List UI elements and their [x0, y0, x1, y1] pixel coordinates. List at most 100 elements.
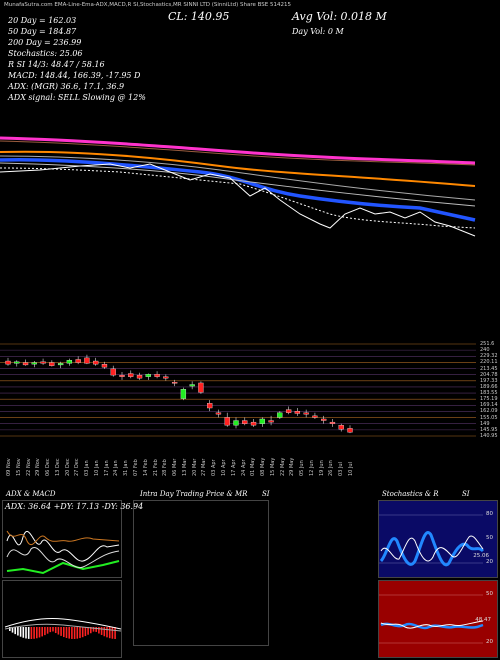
candle-body: [207, 403, 213, 409]
macd-bar: [71, 627, 73, 639]
macd-bar: [114, 627, 116, 639]
macd-histogram: [4, 618, 122, 639]
date-label: 14 Feb: [142, 459, 149, 476]
price-level-label: 197.33: [480, 377, 498, 384]
candle-body: [198, 382, 204, 393]
candle-body: [294, 410, 301, 414]
candle-body: [31, 362, 37, 365]
price-level-label: 213.45: [480, 365, 498, 372]
stoch-si-label: SI: [462, 490, 470, 498]
rsi-tick-20: 20: [486, 639, 493, 645]
avg-volume: Avg Vol: 0.018 M: [292, 10, 387, 23]
date-label: 03 Jul: [338, 462, 345, 476]
date-label: 29 May: [289, 457, 296, 476]
adx-panel: ADX: 36.64 +DY: 17.13 -DY: 36.94: [2, 500, 143, 578]
candle-body: [128, 373, 134, 377]
price-level-label: 140.95: [480, 433, 498, 439]
candle-body: [180, 389, 187, 399]
macd-bar: [103, 627, 106, 637]
macd-bar: [92, 627, 95, 632]
candle-body: [40, 361, 46, 364]
macd-bar: [76, 627, 79, 639]
stochastic-lines: [379, 514, 485, 567]
site-header: MunafaSutra.com EMA-Line-Ema-ADX,MACD,R …: [4, 2, 291, 8]
price-level-label: 183.55: [480, 390, 498, 397]
candle-body: [277, 412, 283, 418]
rsi-lines: [379, 594, 484, 644]
date-label: 08 May: [260, 457, 267, 476]
macd-bar: [17, 627, 19, 636]
candle-body: [215, 412, 222, 415]
rsi-marker: 48.47: [475, 617, 491, 623]
price-level-label: 169.14: [480, 402, 498, 409]
date-label: 10 Jan: [93, 460, 100, 476]
rsi-tick-50: 50: [486, 591, 493, 597]
price-level-label: 175.19: [480, 396, 498, 403]
price-level-label: 155.05: [480, 414, 498, 421]
candle-body: [242, 420, 248, 424]
macd-value: MACD: 148.44, 166.39, -17.95 D: [8, 71, 141, 80]
price-level-label: 240: [480, 347, 490, 354]
macd-bar: [111, 627, 114, 639]
adx-value: ADX: (MGR) 36.6, 17.1, 36.9: [8, 82, 125, 91]
macd-bar: [63, 627, 65, 638]
date-label: 05 Jun: [299, 460, 306, 476]
macd-bar: [27, 627, 30, 639]
macd-bar: [19, 627, 22, 637]
date-label: 06 Dec: [45, 458, 52, 476]
candle-body: [119, 374, 125, 377]
candle-body: [57, 363, 64, 366]
date-label: 03 Jan: [84, 460, 91, 476]
intra-si-label: SI: [262, 490, 270, 498]
candle-body: [14, 361, 20, 364]
macd-bar: [41, 627, 43, 637]
candle-body: [136, 374, 143, 379]
candle-body: [75, 359, 81, 363]
date-label: 21 Feb: [152, 459, 159, 476]
ema-grey-line-1: [0, 155, 476, 201]
macd-bar: [33, 627, 35, 639]
price-level-label: 229.32: [480, 353, 498, 360]
macd-bar: [14, 627, 16, 635]
date-label: 27 Dec: [74, 458, 81, 476]
macd-bar: [87, 627, 89, 635]
adx-signal: ADX signal: SELL Slowing @ 12%: [8, 93, 146, 102]
candle-body: [259, 418, 265, 424]
candle-body: [347, 428, 353, 433]
candle-body: [250, 421, 257, 426]
macd-bar: [54, 627, 57, 634]
price-level-label: 204.78: [480, 371, 498, 378]
date-label: 10 Apr: [220, 459, 227, 476]
macd-bar: [60, 627, 62, 636]
date-label: 24 Apr: [240, 459, 247, 476]
intra-panel-title: Intra Day Trading Price & MR: [140, 490, 248, 498]
date-label: 27 Mar: [201, 458, 208, 476]
macd-bar: [106, 627, 108, 638]
candle-body: [49, 362, 55, 366]
macd-bar: [30, 627, 33, 639]
date-label: 26 Jun: [328, 460, 335, 476]
macd-bar: [44, 627, 46, 636]
ema-200-line-shadow: [0, 140, 476, 166]
ema-200: 200 Day = 236.99: [8, 38, 82, 47]
macd-bar: [22, 627, 25, 638]
date-label: 17 Jan: [103, 460, 110, 476]
macd-bar: [36, 627, 38, 639]
rsi-panel: 50 20 48.47: [378, 580, 498, 658]
adx-panel-values: ADX: 36.64 +DY: 17.13 -DY: 36.94: [5, 502, 144, 511]
date-label: 10 Jul: [348, 462, 354, 476]
macd-bar: [52, 627, 54, 632]
price-chart: [0, 136, 476, 437]
candle-body: [329, 421, 336, 424]
macd-bar: [57, 627, 60, 635]
macd-bar: [25, 627, 27, 639]
ema-200-line: [0, 136, 476, 165]
price-line: [0, 163, 476, 237]
rsi-value: R SI 14/3: 48.47 / 58.16: [8, 60, 105, 69]
macd-bar: [38, 627, 41, 638]
candle-body: [303, 412, 309, 415]
macd-bar: [79, 627, 81, 639]
date-label: 20 Mar: [191, 458, 198, 476]
date-label: 29 Nov: [35, 458, 42, 476]
macd-panel: [2, 580, 122, 658]
